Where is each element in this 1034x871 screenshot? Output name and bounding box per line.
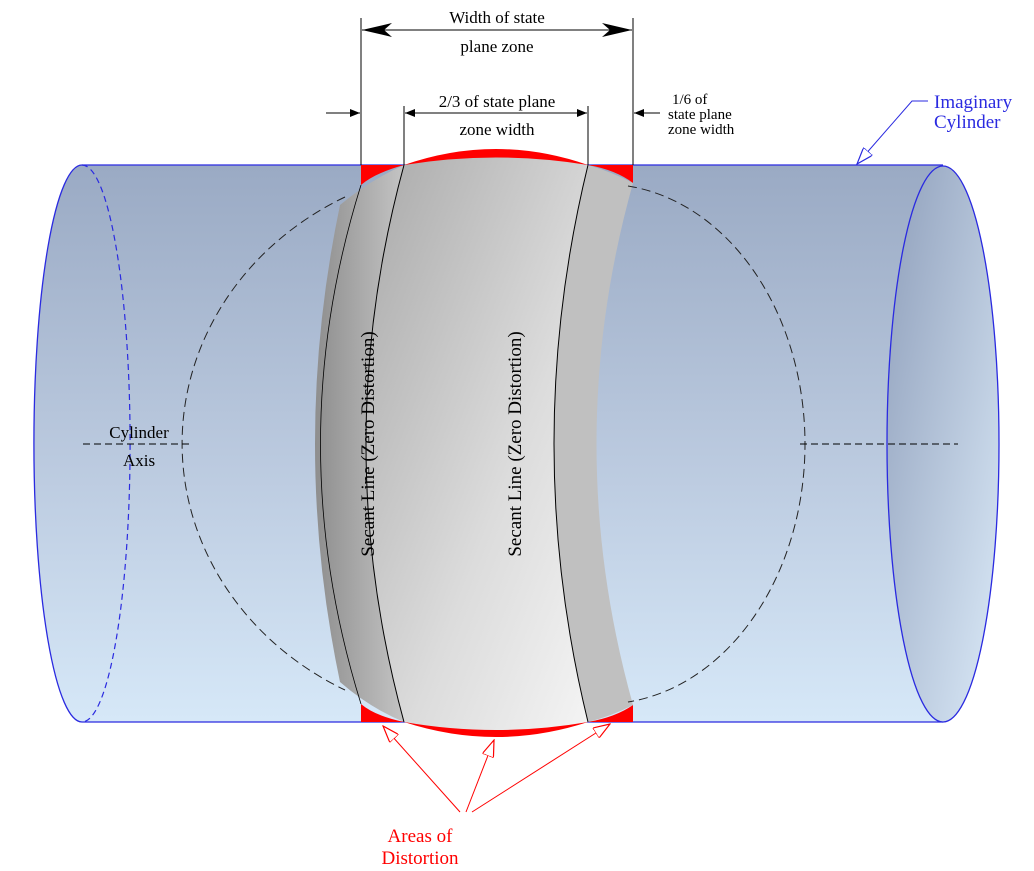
imaginary-label-line1: Imaginary bbox=[934, 92, 1013, 113]
band-center bbox=[366, 157, 588, 730]
cylinder-axis: Cylinder Axis bbox=[83, 423, 958, 470]
cylinder-left-cap-hidden bbox=[81, 164, 131, 723]
band-right-side bbox=[554, 165, 633, 722]
distortion-label-line2: Distortion bbox=[381, 848, 459, 869]
band-left-side bbox=[315, 165, 404, 722]
one-sixth-label-line3: zone width bbox=[668, 122, 735, 138]
imaginary-cylinder-leader bbox=[857, 100, 928, 164]
zone-width-label-line1: Width of state bbox=[449, 8, 545, 27]
cylinder-left-cap-front bbox=[33, 164, 83, 723]
dimension-zone-width: Width of state plane zone bbox=[360, 8, 634, 165]
imaginary-label-line2: Cylinder bbox=[934, 112, 1001, 133]
axis-label-line1: Cylinder bbox=[109, 423, 169, 442]
one-sixth-label-line2: state plane bbox=[668, 107, 732, 123]
distortion-leader-center bbox=[465, 740, 494, 813]
earth-band bbox=[315, 157, 633, 730]
dimension-one-sixth: 1/6 of state plane zone width bbox=[326, 92, 735, 138]
distortion-bottom-right bbox=[588, 705, 633, 722]
distortion-top-left bbox=[361, 165, 404, 185]
distortion-callout: Areas of Distortion bbox=[381, 724, 610, 869]
two-thirds-label-line1: 2/3 of state plane bbox=[439, 92, 556, 111]
secant-line-left-curve bbox=[365, 164, 405, 723]
zone-width-label-line2: plane zone bbox=[460, 37, 533, 56]
imaginary-cylinder-callout: Imaginary Cylinder bbox=[857, 92, 1013, 164]
distortion-leader-left bbox=[383, 726, 461, 813]
band-left-outline bbox=[320, 184, 362, 705]
secant-line-right-curve bbox=[553, 164, 589, 723]
secant-label-right: Secant Line (Zero Distortion) bbox=[505, 331, 526, 556]
two-thirds-label-line2: zone width bbox=[459, 120, 535, 139]
distortion-label-line1: Areas of bbox=[388, 826, 454, 847]
dimension-two-thirds: 2/3 of state plane zone width bbox=[405, 92, 587, 139]
distortion-top-right bbox=[588, 165, 633, 183]
one-sixth-label-line1: 1/6 of bbox=[672, 92, 707, 108]
distortion-bottom-left bbox=[361, 704, 404, 722]
secant-label-left: Secant Line (Zero Distortion) bbox=[358, 331, 379, 556]
axis-label-line2: Axis bbox=[123, 451, 155, 470]
distortion-leader-right bbox=[471, 724, 610, 813]
